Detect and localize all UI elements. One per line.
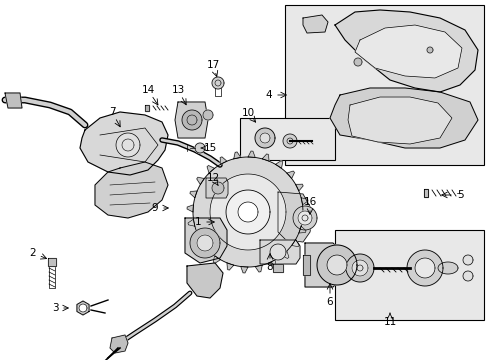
Polygon shape [213,256,220,263]
Polygon shape [292,206,316,230]
Text: 11: 11 [383,317,396,327]
Polygon shape [187,219,195,226]
Polygon shape [281,251,288,258]
Polygon shape [238,202,258,222]
Text: 5: 5 [456,190,462,200]
Bar [334,230,483,320]
Polygon shape [354,25,461,78]
Polygon shape [195,143,204,153]
Polygon shape [272,264,283,272]
Polygon shape [79,304,87,312]
Polygon shape [110,335,128,353]
Polygon shape [5,93,22,108]
Polygon shape [406,250,442,286]
Polygon shape [186,263,223,298]
Polygon shape [196,177,204,184]
Polygon shape [462,255,472,265]
Polygon shape [175,102,207,138]
Polygon shape [426,47,432,53]
Polygon shape [80,112,168,175]
Polygon shape [347,97,451,144]
Polygon shape [205,178,227,198]
Polygon shape [301,198,307,205]
Polygon shape [305,243,339,287]
Polygon shape [212,77,224,89]
Polygon shape [298,226,305,233]
Polygon shape [116,133,140,157]
Polygon shape [351,260,367,276]
Text: 10: 10 [241,108,254,118]
Bar [240,118,334,160]
Polygon shape [329,88,477,148]
Polygon shape [353,58,361,66]
Polygon shape [303,255,309,275]
Polygon shape [225,190,269,234]
Polygon shape [255,265,262,272]
Polygon shape [295,184,303,191]
Polygon shape [209,174,285,250]
Polygon shape [212,182,224,194]
Polygon shape [268,260,275,267]
Polygon shape [262,154,268,161]
Polygon shape [346,254,373,282]
Polygon shape [297,211,311,225]
Polygon shape [286,171,294,179]
Polygon shape [283,134,296,148]
Polygon shape [203,110,213,120]
Polygon shape [95,162,168,218]
Polygon shape [302,212,308,219]
Text: 15: 15 [203,143,216,153]
Text: 13: 13 [171,85,184,95]
Polygon shape [260,133,269,143]
Polygon shape [260,240,299,264]
Polygon shape [291,239,299,247]
Polygon shape [437,262,457,274]
Polygon shape [77,301,89,315]
Text: 16: 16 [303,197,316,207]
Polygon shape [201,246,209,253]
Polygon shape [269,244,285,260]
Polygon shape [278,192,312,242]
Polygon shape [275,161,282,168]
Text: 1: 1 [194,217,201,227]
Text: 2: 2 [30,248,36,258]
Polygon shape [414,258,434,278]
Bar [285,5,483,165]
Polygon shape [423,189,427,197]
Polygon shape [462,271,472,281]
Polygon shape [184,218,226,263]
Polygon shape [190,228,220,258]
Text: 4: 4 [265,90,272,100]
Text: 8: 8 [266,262,273,272]
Polygon shape [303,15,327,33]
Text: 3: 3 [52,303,58,313]
Polygon shape [233,152,240,159]
Text: 14: 14 [141,85,154,95]
Text: 17: 17 [206,60,219,70]
Polygon shape [247,151,255,157]
Polygon shape [193,157,303,267]
Polygon shape [192,233,200,240]
Polygon shape [316,245,356,285]
Text: 6: 6 [326,297,333,307]
Polygon shape [220,157,226,165]
Polygon shape [240,266,247,273]
Polygon shape [334,10,477,92]
Polygon shape [255,128,274,148]
Polygon shape [48,258,56,266]
Polygon shape [187,205,193,212]
Polygon shape [145,105,149,111]
Polygon shape [182,110,202,130]
Polygon shape [326,255,346,275]
Text: 9: 9 [151,203,158,213]
Text: 7: 7 [108,107,115,117]
Text: 12: 12 [206,173,219,183]
Polygon shape [206,166,214,173]
Polygon shape [226,263,233,270]
Polygon shape [189,191,197,198]
Polygon shape [197,235,213,251]
